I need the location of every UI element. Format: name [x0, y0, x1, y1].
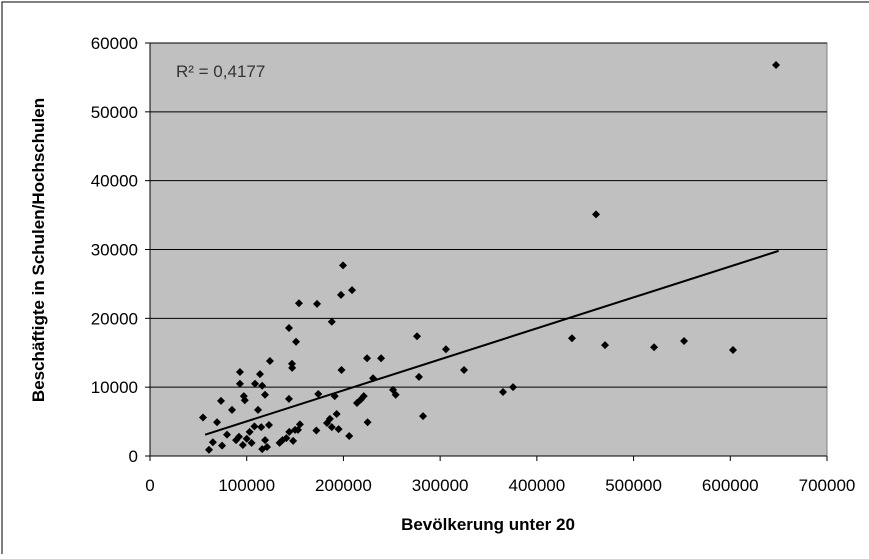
data-point — [263, 443, 272, 452]
data-point — [499, 387, 508, 396]
data-point — [254, 405, 263, 414]
data-point — [261, 436, 270, 445]
data-point — [345, 432, 354, 441]
data-point — [234, 432, 243, 441]
data-point — [250, 422, 259, 431]
x-tick-label: 400000 — [508, 476, 565, 495]
data-point — [325, 414, 334, 423]
data-point — [509, 383, 518, 392]
data-point — [198, 413, 207, 422]
data-point — [419, 412, 428, 421]
x-tick-label: 0 — [145, 476, 154, 495]
data-point — [348, 286, 357, 295]
data-point — [213, 418, 222, 427]
data-point — [414, 372, 423, 381]
data-point — [332, 410, 341, 419]
data-point — [339, 261, 348, 270]
x-tick-label: 600000 — [702, 476, 759, 495]
data-point — [235, 379, 244, 388]
x-tick-label: 200000 — [315, 476, 372, 495]
data-point — [327, 423, 336, 432]
y-tick-label: 50000 — [91, 103, 138, 122]
data-point — [222, 430, 231, 439]
y-tick-label: 30000 — [91, 241, 138, 260]
x-tick-label: 500000 — [605, 476, 662, 495]
data-point — [255, 370, 264, 379]
data-point — [235, 368, 244, 377]
data-point — [728, 345, 737, 354]
data-point — [680, 337, 689, 346]
data-point — [242, 434, 251, 443]
data-point — [601, 341, 610, 350]
data-point — [334, 425, 343, 434]
data-point — [441, 345, 450, 354]
x-axis-title: Bevölkerung unter 20 — [401, 515, 575, 534]
data-point — [288, 363, 297, 372]
data-point — [295, 420, 304, 429]
data-point — [650, 343, 659, 352]
y-axis-title: Beschäftigte in Schulen/Hochschulen — [29, 98, 48, 402]
data-point — [377, 354, 386, 363]
x-tick-label: 300000 — [412, 476, 469, 495]
y-tick-label: 0 — [129, 447, 138, 466]
data-point — [314, 390, 323, 399]
x-tick-label: 100000 — [218, 476, 275, 495]
data-point — [204, 445, 213, 454]
data-point — [251, 379, 260, 388]
data-point — [313, 299, 322, 308]
data-point — [292, 337, 301, 346]
data-point — [294, 299, 303, 308]
data-point — [264, 421, 273, 430]
data-point — [312, 426, 321, 435]
data-point — [363, 354, 372, 363]
y-tick-label: 10000 — [91, 378, 138, 397]
data-point — [258, 381, 267, 390]
data-point — [460, 365, 469, 374]
data-point — [284, 323, 293, 332]
data-point — [289, 436, 298, 445]
data-point — [265, 357, 274, 366]
data-point — [391, 390, 400, 399]
data-point — [245, 427, 254, 436]
data-point — [238, 440, 247, 449]
data-point — [247, 438, 256, 447]
data-point — [282, 434, 291, 443]
data-point — [218, 441, 227, 450]
data-point — [260, 390, 269, 399]
data-point — [284, 394, 293, 403]
data-point — [337, 290, 346, 299]
r-squared-annotation: R² = 0,4177 — [176, 62, 265, 81]
data-point — [772, 61, 781, 70]
data-point — [208, 438, 217, 447]
data-point — [363, 418, 372, 427]
y-tick-label: 60000 — [91, 34, 138, 53]
data-point — [413, 332, 422, 341]
data-point — [327, 317, 336, 326]
y-tick-label: 40000 — [91, 172, 138, 191]
data-point — [257, 423, 266, 432]
data-point — [567, 334, 576, 343]
data-point — [359, 392, 368, 401]
y-tick-label: 20000 — [91, 309, 138, 328]
data-point — [592, 210, 601, 219]
data-point — [337, 365, 346, 374]
x-tick-label: 700000 — [799, 476, 856, 495]
trendline — [204, 249, 779, 436]
data-point — [228, 405, 237, 414]
data-point — [216, 396, 225, 405]
data-point — [240, 396, 249, 405]
